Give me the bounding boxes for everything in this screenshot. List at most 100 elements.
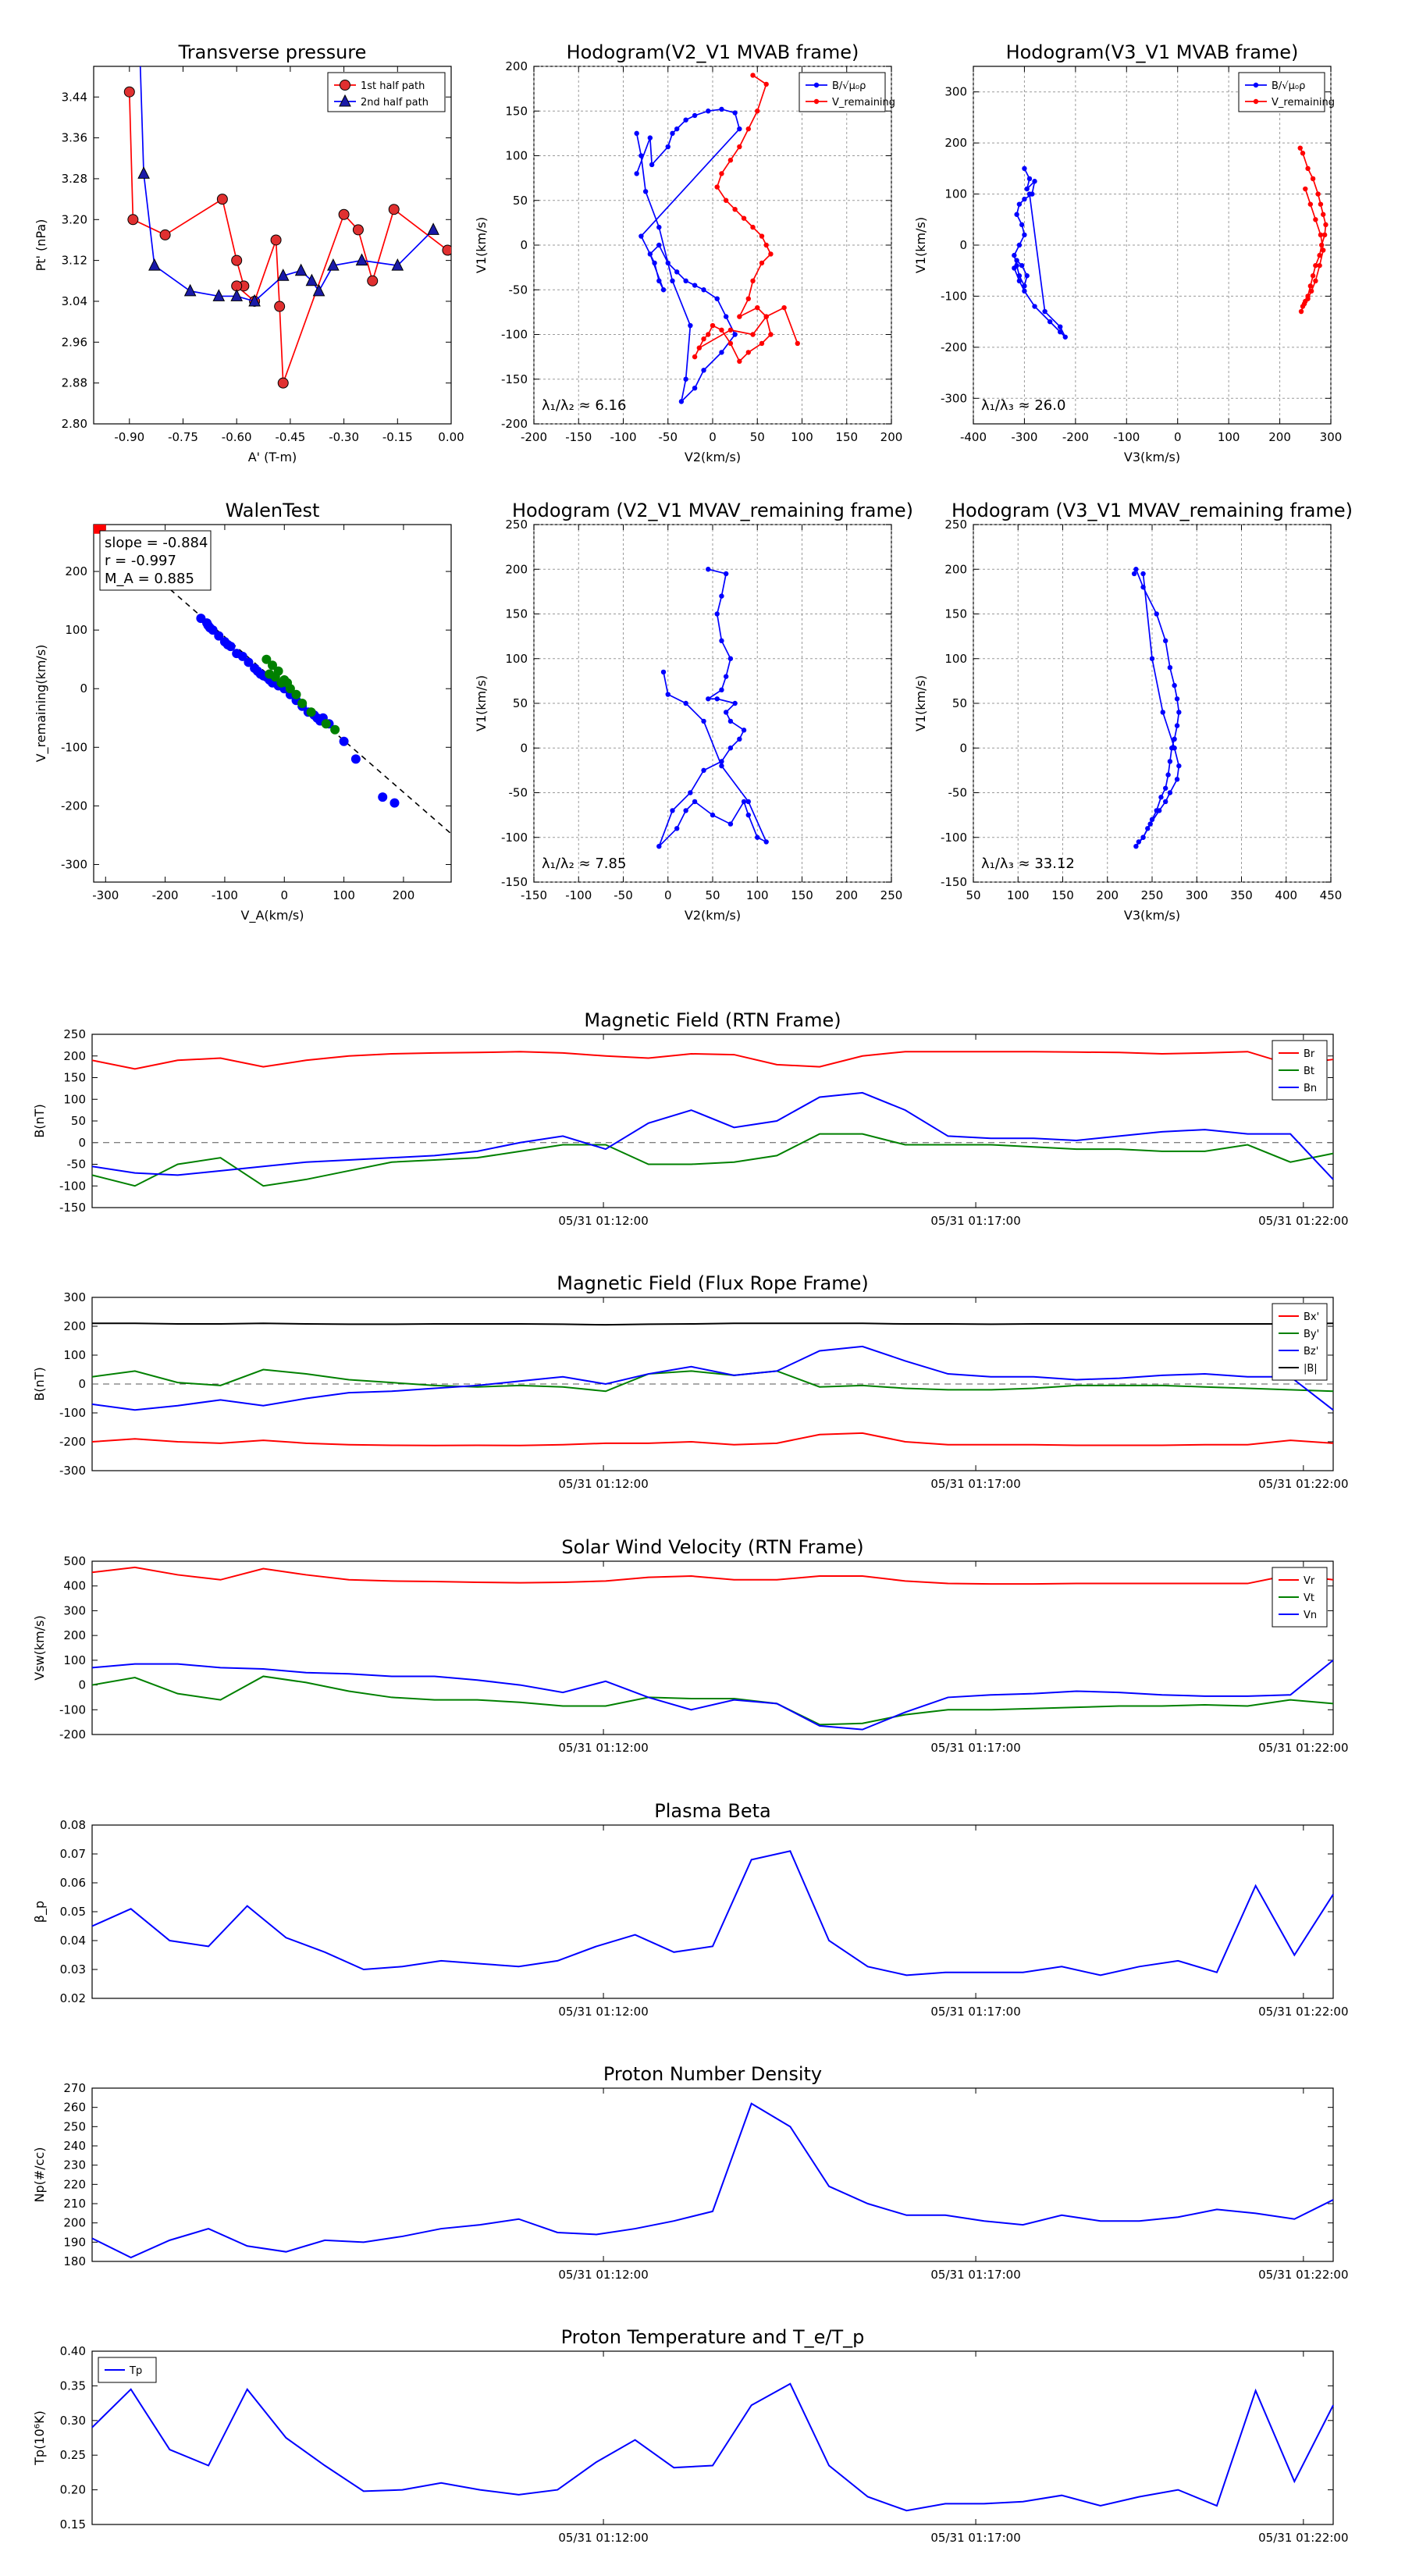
h1-series-1-marker-6	[719, 171, 724, 176]
h1-series-1-marker-25	[727, 340, 734, 347]
walen-stats-line-2: M_A = 0.885	[105, 571, 194, 587]
walen-point-green-7	[276, 678, 286, 688]
h3-series-0-marker-34	[665, 692, 670, 697]
h1-series-0-marker-22	[701, 287, 706, 293]
h4-series-0-marker-14	[1162, 785, 1168, 791]
h3-series-0-marker-28	[755, 834, 760, 840]
panel-h3: Hodogram (V2_V1 MVAV_remaining frame) -15…	[474, 500, 913, 923]
h2-ytick-label-5: 200	[944, 136, 967, 150]
h1-series-1-marker-36	[795, 340, 800, 347]
tp-series-line-0	[128, 91, 448, 383]
panel-h4: Hodogram (V3_V1 MVAV_remaining frame) 50 1…	[913, 500, 1353, 923]
h1-series-1-marker-30	[692, 354, 698, 360]
tp-legend-label-0: 1st half path	[361, 80, 425, 92]
h4-data-layer	[1131, 567, 1182, 849]
tp2-ytick-label-5: 0.40	[60, 2344, 86, 2358]
tp-legend-label-1: 2nd half path	[361, 97, 429, 109]
walen-point-green-8	[285, 684, 295, 694]
panel-beta: Plasma Beta 05/31 01:12:00 05/31 01:17:00 0…	[32, 1800, 1349, 2019]
tp-series-0-marker-15	[442, 244, 451, 256]
h1-ytick-label-4: 0	[520, 238, 528, 252]
walen-point-blue-8	[226, 642, 236, 652]
h4-series-0-marker-2	[1140, 584, 1146, 590]
h4-ytick-label-2: -50	[948, 786, 968, 800]
h1-legend-marker-1	[813, 98, 820, 105]
h3-ytick-label-4: 50	[513, 696, 528, 710]
h1-series-1-marker-29	[701, 336, 706, 342]
h1-series-1-marker-14	[768, 251, 774, 257]
panel-tp: Transverse pressure -0.90 -0.75 -0.60 -0.45 -…	[34, 41, 464, 464]
bflux-ytick-label-6: 300	[63, 1290, 86, 1304]
h1-series-1-marker-21	[768, 332, 774, 337]
bflux-legend-label-0: Bx'	[1304, 1311, 1319, 1323]
h1-series-1-marker-35	[781, 304, 787, 311]
h4-xtick-label-8: 450	[1320, 888, 1343, 902]
walen-point-green-0	[261, 654, 272, 664]
tp-xtick-label-1: -0.75	[168, 430, 198, 444]
h1-legend-marker-0	[813, 82, 820, 88]
bflux-ytick-label-1: -200	[59, 1435, 86, 1449]
h4-xtick-label-4: 250	[1141, 888, 1164, 902]
h3-series-0-marker-35	[660, 669, 667, 675]
h1-series-0-marker-11	[737, 126, 742, 132]
h4-series-0-marker-18	[1145, 826, 1151, 831]
tp-ytick-label-2: 2.96	[62, 335, 87, 349]
beta-plot-area	[91, 1824, 1334, 1999]
vsw-time-label-0: 05/31 01:12:00	[558, 1741, 648, 1755]
h4-series-0-marker-15	[1158, 795, 1164, 800]
tp2-plot-area	[91, 2350, 1334, 2525]
h2-series-1-marker-26	[1307, 201, 1314, 207]
tp2-title: Proton Temperature and T_e/T_p	[561, 2326, 865, 2348]
h2-series-0-marker-21	[1032, 304, 1037, 309]
h4-series-0-marker-29	[1172, 745, 1177, 751]
beta-ytick-label-0: 0.02	[60, 1991, 86, 2005]
h1-series-0-marker-14	[656, 278, 662, 283]
h4-series-0-marker-4	[1162, 638, 1168, 644]
h4-ytick-label-6: 150	[944, 607, 967, 621]
h3-series-0-marker-19	[670, 808, 675, 813]
bfield-legend-label-1: Bt	[1304, 1066, 1314, 1077]
bfield-time-label-0: 05/31 01:12:00	[558, 1214, 648, 1228]
h1-series-1-marker-8	[723, 197, 729, 203]
np-time-label-1: 05/31 01:17:00	[930, 2268, 1020, 2282]
h1-series-1-marker-12	[759, 233, 765, 239]
beta-ytick-label-4: 0.06	[60, 1876, 86, 1890]
vsw-ytick-label-7: 500	[63, 1554, 86, 1568]
h2-series-1-marker-5	[1318, 201, 1324, 207]
h4-series-0-marker-32	[1140, 571, 1146, 577]
h1-series-1-marker-11	[750, 224, 756, 230]
h2-series-0-marker-0	[1022, 165, 1027, 172]
h2-series-1-marker-22	[1317, 262, 1322, 269]
h2-series-1-marker-0	[1297, 145, 1303, 151]
h2-series-0-marker-19	[1016, 278, 1023, 283]
bfield-series-line-2	[91, 1091, 1334, 1180]
vsw-series-line-1	[91, 1675, 1334, 1726]
tp-series-0-marker-14	[388, 204, 400, 215]
tp-legend-marker-0	[340, 80, 350, 91]
h4-series-0-marker-13	[1165, 772, 1171, 777]
h4-series-0-marker-24	[1156, 808, 1162, 813]
h3-series-0-marker-13	[741, 728, 747, 733]
h1-series-0-marker-6	[683, 117, 688, 123]
h4-series-0-marker-9	[1174, 723, 1180, 728]
h3-series-0-marker-31	[719, 763, 724, 769]
h3-series-0-marker-23	[692, 799, 698, 805]
np-ytick-label-9: 270	[63, 2081, 86, 2095]
tp-data-layer	[123, 66, 451, 389]
h1-series-0-marker-3	[665, 144, 670, 150]
h1-xtick-label-7: 150	[835, 430, 858, 444]
vsw-legend-label-2: Vn	[1304, 1610, 1317, 1621]
bflux-series-line-2	[91, 1345, 1334, 1411]
bflux-legend-label-1: By'	[1304, 1329, 1319, 1340]
h2-ytick-label-6: 300	[944, 85, 967, 99]
h2-legend-label-1: V_remaining	[1272, 97, 1335, 109]
h4-xtick-label-0: 50	[966, 888, 980, 902]
tp2-time-label-1: 05/31 01:17:00	[930, 2531, 1020, 2545]
bflux-time-label-1: 05/31 01:17:00	[930, 1477, 1020, 1491]
walen-stats-line-1: r = -0.997	[105, 553, 176, 569]
h2-series-1-marker-24	[1318, 232, 1324, 238]
h1-series-1-marker-3	[745, 126, 751, 132]
h1-series-0-marker-29	[678, 399, 685, 404]
h1-ytick-label-5: 50	[513, 194, 528, 208]
